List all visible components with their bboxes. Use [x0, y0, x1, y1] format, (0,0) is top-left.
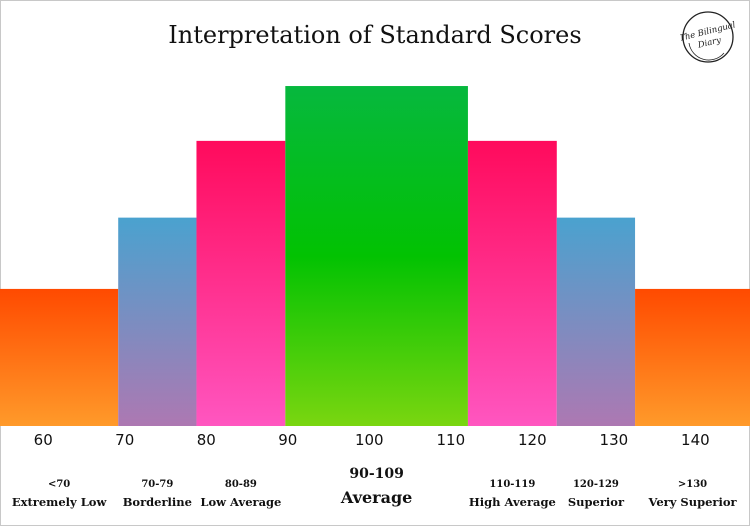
x-tick-label: 80 [197, 431, 216, 449]
category-label: Borderline [123, 495, 192, 509]
range-label: 110-119 [489, 479, 535, 490]
range-label: 120-129 [573, 479, 619, 490]
x-tick-label: 120 [518, 431, 547, 449]
x-tick-label: 100 [355, 431, 384, 449]
category-labels: <70 Extremely Low 70-79 Borderline 80-89 Low … [12, 466, 738, 509]
x-tick-label: 60 [34, 431, 53, 449]
bar-80-89 [196, 140, 286, 426]
range-label: 70-79 [141, 479, 173, 490]
bar-120-129 [556, 217, 636, 426]
x-tick-label: 140 [681, 431, 710, 449]
range-label: >130 [678, 479, 707, 490]
chart-title: Interpretation of Standard Scores [168, 21, 582, 49]
category-label: High Average [469, 495, 556, 509]
x-axis-ticks: 60 70 80 90 100 110 120 130 140 [34, 431, 710, 449]
x-tick-label: 70 [115, 431, 134, 449]
bar-70-79 [118, 217, 197, 426]
range-label: <70 [48, 479, 70, 490]
category-label: Low Average [200, 495, 281, 509]
x-tick-label: 110 [436, 431, 465, 449]
category-label: Extremely Low [12, 495, 108, 509]
bar-110-119 [467, 140, 557, 426]
x-tick-label: 90 [278, 431, 297, 449]
bars-layer [0, 86, 750, 427]
bar-90-109 [285, 86, 468, 427]
category-label: Average [340, 488, 412, 507]
bar-gt130 [635, 288, 750, 426]
category-label: Superior [568, 495, 625, 509]
logo: The Bilingual Diary [680, 11, 736, 63]
category-label: Very Superior [647, 495, 737, 509]
x-tick-label: 130 [600, 431, 629, 449]
range-label: 90-109 [349, 466, 404, 482]
range-label: 80-89 [225, 479, 257, 490]
bar-lt70 [0, 288, 119, 426]
